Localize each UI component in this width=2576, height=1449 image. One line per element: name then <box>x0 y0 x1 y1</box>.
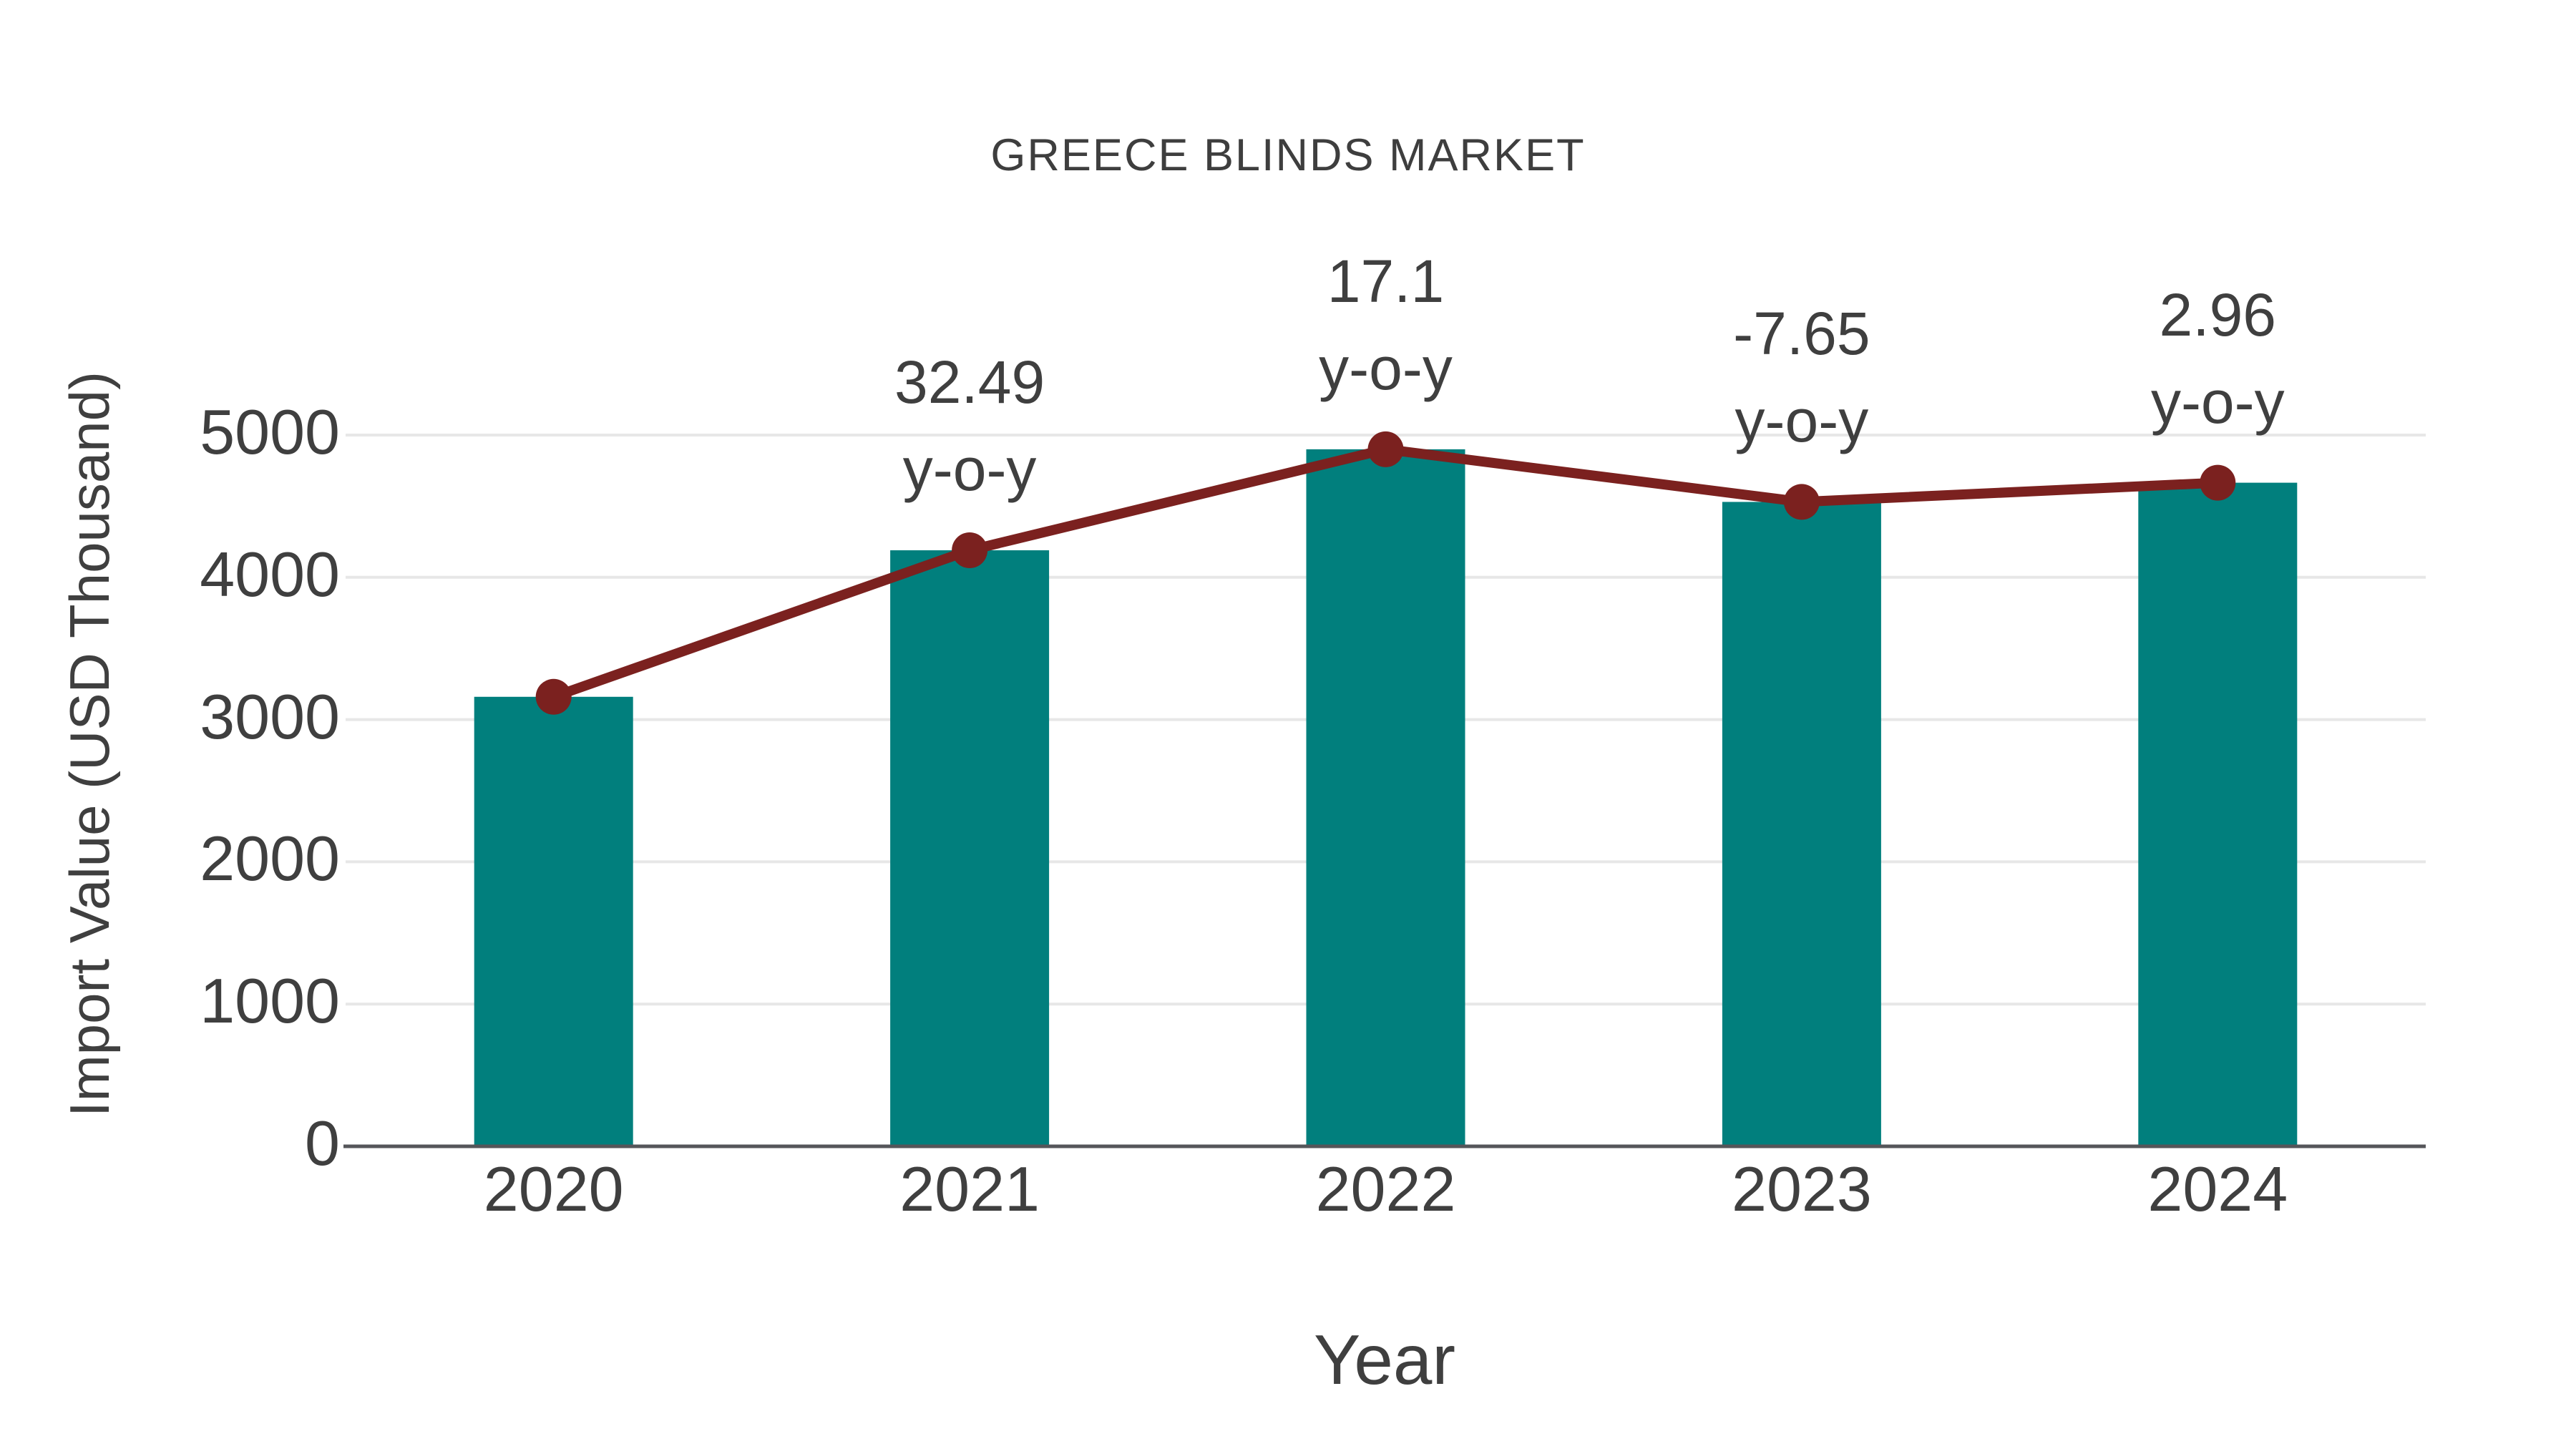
bar-2021 <box>890 550 1050 1148</box>
y-tick-label-5000: 5000 <box>200 396 340 467</box>
annotation-suffix: y-o-y <box>1735 387 1869 455</box>
annotation-suffix: y-o-y <box>902 436 1037 504</box>
data-point-marker-2024 <box>2200 464 2236 501</box>
x-axis-title: Year <box>1313 1320 1456 1399</box>
bar-2020 <box>474 696 633 1148</box>
y-tick-label-3000: 3000 <box>200 680 340 752</box>
annotation-value: 32.49 <box>894 348 1045 416</box>
annotation-suffix: y-o-y <box>1319 334 1453 402</box>
y-tick-label-4000: 4000 <box>200 538 340 610</box>
annotation-2023: -7.65 y-o-y <box>1733 290 1870 464</box>
chart-title: GREECE BLINDS MARKET <box>990 130 1586 180</box>
x-tick-label-2022: 2022 <box>1315 1153 1456 1224</box>
annotation-suffix: y-o-y <box>2150 368 2285 436</box>
data-point-marker-2020 <box>535 678 572 715</box>
annotation-value: 2.96 <box>2159 280 2277 348</box>
annotation-2024: 2.96 y-o-y <box>2151 271 2285 446</box>
annotation-value: -7.65 <box>1733 300 1870 368</box>
annotation-2021: 32.49 y-o-y <box>894 338 1045 513</box>
bar-2024 <box>2138 482 2298 1148</box>
data-point-marker-2021 <box>952 532 988 569</box>
x-tick-label-2024: 2024 <box>2147 1153 2288 1224</box>
annotation-value: 17.1 <box>1327 247 1445 315</box>
annotation-2022: 17.1 y-o-y <box>1319 238 1453 412</box>
y-tick-label-2000: 2000 <box>200 823 340 894</box>
x-tick-label-2023: 2023 <box>1732 1153 1872 1224</box>
bar-2023 <box>1722 502 1881 1148</box>
data-point-marker-2023 <box>1783 484 1820 520</box>
bar-2022 <box>1306 449 1465 1148</box>
y-tick-label-0: 0 <box>305 1108 340 1179</box>
x-tick-label-2021: 2021 <box>899 1153 1040 1224</box>
data-point-marker-2022 <box>1367 431 1404 467</box>
y-tick-label-1000: 1000 <box>200 965 340 1037</box>
x-tick-label-2020: 2020 <box>483 1153 624 1224</box>
